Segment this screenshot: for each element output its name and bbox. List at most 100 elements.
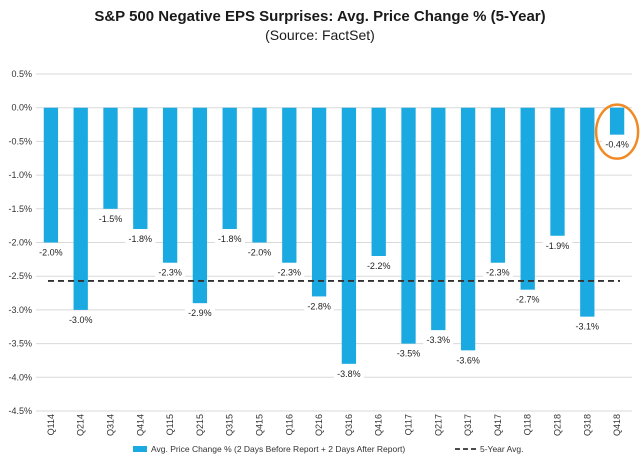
data-label-background [423, 334, 454, 346]
data-label: -3.5% [397, 349, 421, 359]
data-label: -2.0% [248, 248, 272, 258]
x-tick-label: Q414 [135, 414, 145, 436]
bar [103, 107, 118, 209]
bar [401, 107, 416, 344]
y-tick-label: -4.5% [8, 406, 32, 416]
x-axis: Q114 Q214 Q314 Q414 Q115 Q215 Q315 Q415 Q116 Q216… [46, 414, 622, 436]
highlight-group [594, 103, 640, 160]
data-label: -3.8% [337, 369, 361, 379]
x-tick-label: Q114 [46, 414, 56, 435]
data-label-background [572, 320, 603, 332]
data-label-background [602, 138, 633, 150]
data-label: -1.9% [546, 241, 570, 251]
y-tick-label: -0.5% [8, 136, 32, 146]
data-label: -2.3% [486, 268, 510, 278]
bar [490, 107, 506, 263]
data-label: -2.0% [39, 248, 63, 258]
x-tick-label: Q116 [284, 414, 294, 435]
data-label-background [512, 293, 543, 305]
data-label: -3.1% [576, 322, 600, 332]
legend-label-average: 5-Year Avg. [480, 444, 523, 454]
y-tick-label: 0.5% [11, 69, 32, 79]
data-label: -2.8% [307, 301, 331, 311]
bar [43, 107, 59, 243]
data-label-background [125, 233, 156, 245]
x-tick-label: Q415 [255, 414, 265, 436]
data-label: -1.8% [129, 234, 153, 244]
data-label-background [184, 307, 215, 319]
bar [550, 107, 565, 236]
data-label-background [482, 266, 513, 278]
data-label-background [244, 246, 275, 258]
x-tick-label: Q217 [433, 414, 443, 436]
data-label-background [214, 233, 245, 245]
bar [73, 107, 88, 310]
legend: Avg. Price Change % (2 Days Before Repor… [133, 444, 523, 454]
data-label-background [542, 239, 573, 251]
data-label-background [274, 266, 305, 278]
data-label-background [65, 313, 96, 325]
x-tick-label: Q315 [225, 414, 235, 436]
x-tick-label: Q118 [523, 414, 533, 435]
data-label: -0.4% [605, 140, 629, 150]
legend-label-bars: Avg. Price Change % (2 Days Before Repor… [151, 444, 405, 454]
chart-subtitle: (Source: FactSet) [265, 27, 375, 43]
legend-swatch-bars [133, 446, 147, 452]
y-tick-label: -1.0% [8, 170, 32, 180]
y-tick-label: -4.0% [8, 372, 32, 382]
data-label: -1.8% [218, 234, 242, 244]
data-label: -3.3% [427, 335, 451, 345]
bar [460, 107, 476, 351]
chart-title: S&P 500 Negative EPS Surprises: Avg. Pri… [94, 8, 545, 25]
data-label: -3.6% [456, 355, 480, 365]
y-tick-label: 0.0% [11, 103, 32, 113]
bar [252, 107, 267, 243]
x-tick-label: Q117 [404, 414, 414, 435]
x-tick-label: Q214 [76, 414, 86, 436]
bar [133, 107, 148, 230]
y-tick-label: -2.5% [8, 271, 32, 281]
bars [43, 107, 625, 364]
data-label: -3.0% [69, 315, 93, 325]
data-label-background [393, 347, 424, 359]
x-tick-label: Q318 [582, 414, 592, 436]
data-label-background [363, 259, 394, 271]
x-tick-label: Q218 [553, 414, 563, 436]
bar [520, 107, 535, 290]
bar [609, 107, 625, 135]
x-tick-label: Q115 [165, 414, 175, 435]
bar [311, 107, 327, 297]
data-label: -2.2% [367, 261, 391, 271]
data-label-background [95, 212, 126, 224]
data-label: -2.3% [158, 268, 182, 278]
x-tick-label: Q418 [612, 414, 622, 436]
x-tick-label: Q216 [314, 414, 324, 436]
x-tick-label: Q314 [106, 414, 116, 436]
y-tick-label: -3.0% [8, 305, 32, 315]
data-label: -2.7% [516, 295, 540, 305]
bar [431, 107, 446, 331]
data-label-background [155, 266, 186, 278]
y-tick-label: -1.5% [8, 204, 32, 214]
data-label-background [333, 367, 364, 379]
x-tick-label: Q316 [344, 414, 354, 436]
y-tick-label: -2.0% [8, 238, 32, 248]
y-tick-label: -3.5% [8, 339, 32, 349]
bar [162, 107, 178, 263]
bar [222, 107, 237, 230]
highlight-circle [594, 103, 640, 160]
y-axis: 0.5% 0.0% -0.5% -1.0% -1.5% -2.0% -2.5% -3.0% -3… [8, 69, 32, 416]
data-label-background [453, 354, 484, 366]
data-labels: -2.0% -3.0% -1.5% -1.8% -2.3% -2.9% -1.8% -2.0%… [35, 138, 633, 379]
data-label-background [35, 246, 66, 258]
x-tick-label: Q416 [374, 414, 384, 436]
data-label: -1.5% [99, 214, 123, 224]
data-label-background [304, 300, 335, 312]
bar [192, 107, 208, 304]
bar [282, 107, 297, 263]
x-tick-label: Q317 [463, 414, 473, 436]
bar [580, 107, 595, 317]
x-tick-label: Q417 [493, 414, 503, 436]
